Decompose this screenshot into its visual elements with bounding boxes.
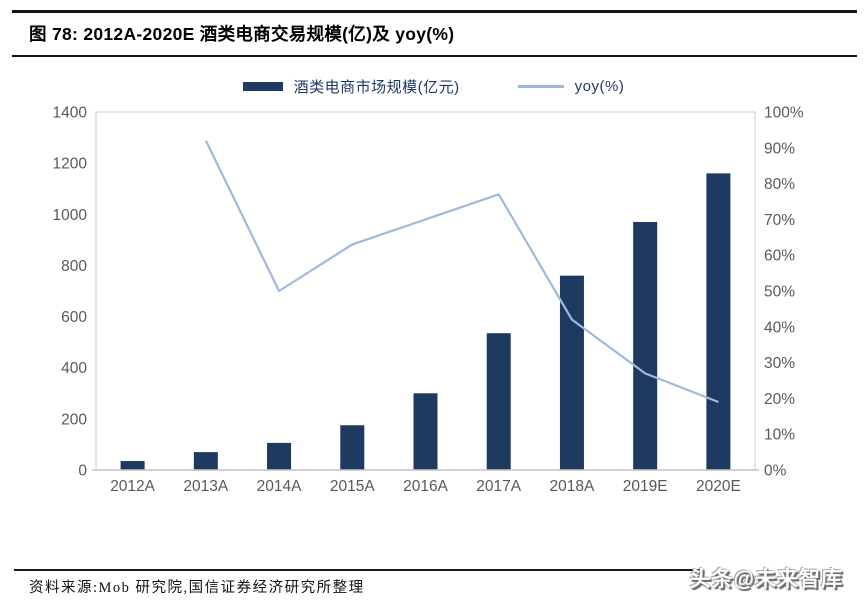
left-axis-tick-label: 200 xyxy=(61,411,87,428)
bar-2012A xyxy=(120,461,145,470)
x-axis-label: 2015A xyxy=(330,478,375,495)
chart-legend: 酒类电商市场规模(亿元) yoy(%) xyxy=(0,76,867,97)
right-axis-tick-label: 50% xyxy=(764,284,795,301)
watermark: 头条@未来智库 xyxy=(689,568,843,591)
x-axis-label: 2013A xyxy=(183,478,228,495)
left-axis-tick-label: 1000 xyxy=(53,207,88,224)
right-axis-tick-label: 80% xyxy=(764,176,795,193)
x-axis-label: 2018A xyxy=(550,478,595,495)
x-axis-label: 2012A xyxy=(110,478,155,495)
x-axis-label: 2014A xyxy=(257,478,302,495)
chart-svg: 0 200 400 600 800 1000 1200 1400 0% 10% 20% 30% 40% 5… xyxy=(53,105,804,496)
right-axis-tick-label: 100% xyxy=(764,105,804,122)
bar-2016A xyxy=(413,393,438,470)
x-axis-label: 2019E xyxy=(623,478,668,495)
bar-2019E xyxy=(633,221,658,470)
right-axis-tick-label: 0% xyxy=(764,463,787,480)
right-axis-tick-label: 40% xyxy=(764,319,795,336)
right-axis-tick-label: 30% xyxy=(764,355,795,372)
left-axis-tick-label: 1400 xyxy=(53,105,88,122)
right-axis-tick-label: 10% xyxy=(764,427,795,444)
line-series-swatch xyxy=(517,85,564,88)
bar-2014A xyxy=(267,442,292,470)
source-divider xyxy=(14,569,700,571)
right-axis-tick-label: 20% xyxy=(764,391,795,408)
right-axis-tick-label: 90% xyxy=(764,140,795,157)
source-note: 资料来源:Mob 研究院,国信证券经济研究所整理 xyxy=(29,580,365,596)
bar-2017A xyxy=(486,333,511,470)
legend-label-market-size: 酒类电商市场规模(亿元) xyxy=(293,79,460,96)
left-axis-tick-label: 600 xyxy=(61,309,87,326)
legend-label-yoy: yoy(%) xyxy=(574,78,625,95)
legend-item-market-size: 酒类电商市场规模(亿元) xyxy=(242,76,460,97)
x-axis-label: 2016A xyxy=(403,478,448,495)
right-axis-tick-label: 60% xyxy=(764,248,795,265)
x-axis-label: 2017A xyxy=(476,478,521,495)
figure-title-block: 图 78: 2012A-2020E 酒类电商交易规模(亿)及 yoy(%) xyxy=(12,10,857,57)
legend-item-yoy: yoy(%) xyxy=(517,78,625,95)
left-axis-tick-label: 1200 xyxy=(53,156,88,173)
figure-title: 图 78: 2012A-2020E 酒类电商交易规模(亿)及 yoy(%) xyxy=(29,24,455,44)
x-axis-label: 2020E xyxy=(696,478,741,495)
left-axis-tick-label: 400 xyxy=(61,360,87,377)
bar-series-swatch xyxy=(242,82,283,91)
yoy-line xyxy=(204,140,719,404)
bar-2015A xyxy=(340,425,365,470)
left-axis-tick-label: 0 xyxy=(78,463,87,480)
bar-2013A xyxy=(193,452,218,470)
right-axis-tick-label: 70% xyxy=(764,212,795,229)
bar-2020E xyxy=(706,173,731,470)
left-axis-tick-label: 800 xyxy=(61,258,87,275)
